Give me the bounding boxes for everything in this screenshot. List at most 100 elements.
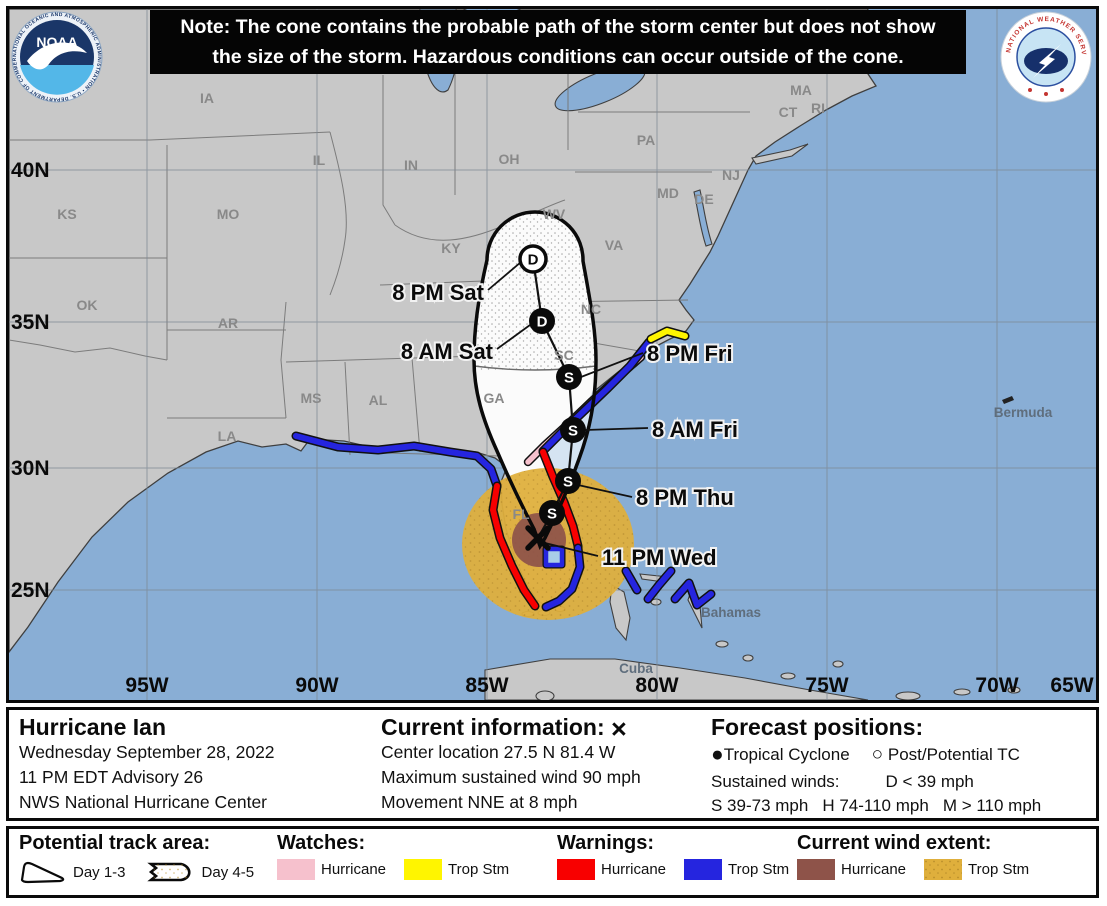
lon-label: 85W (465, 674, 508, 697)
state-label: NJ (722, 167, 740, 183)
cuba-island (484, 658, 869, 700)
state-label: MA (790, 82, 812, 98)
bahama-cay-3 (780, 672, 796, 680)
tropical-cyclone-label: Tropical Cyclone (723, 745, 850, 765)
center-location: Center location 27.5 N 81.4 W (381, 742, 616, 763)
current-information: Current information: × Center location 2… (381, 714, 641, 815)
lon-label: 95W (125, 674, 168, 697)
track-time-labels: 11 PM Wed 8 PM Thu 8 AM Fri 8 PM Fri 8 A… (390, 278, 740, 572)
state-label: KY (441, 240, 461, 256)
forecast-positions-key: Forecast positions: ●Tropical Cyclone ○ P… (711, 714, 1041, 819)
lat-label: 30N (11, 457, 50, 480)
post-potential-icon: ○ (871, 744, 884, 766)
lon-label: 80W (635, 674, 678, 697)
ts-warning-swatch (684, 859, 723, 880)
wind-extent-title: Current wind extent: (797, 832, 992, 854)
nws-lightning-icon (1033, 44, 1061, 78)
cone-day45-stipple (474, 212, 596, 370)
state-label: MD (657, 185, 679, 201)
marker-letter: D (537, 314, 548, 331)
ts-watch-swatch (404, 859, 443, 880)
current-position-icon: × (611, 714, 627, 744)
state-label: SC (554, 347, 573, 363)
wind-range-s: S 39-73 mph (711, 796, 809, 816)
lat-label: 25N (11, 579, 50, 602)
note-line-2: the size of the storm. Hazardous conditi… (212, 46, 904, 68)
track-time-label: 8 PM Thu (636, 485, 734, 510)
chesapeake-bay (693, 189, 713, 247)
lake-okeechobee (543, 546, 565, 568)
warn-tropstm-label: Trop Stm (728, 861, 790, 878)
movement: Movement NNE at 8 mph (381, 792, 578, 813)
isle-of-youth (535, 690, 555, 700)
long-island (751, 143, 809, 165)
storm-info-panel: Hurricane Ian Wednesday September 28, 20… (6, 707, 1099, 821)
bahama-cay-2 (742, 654, 754, 662)
island-speck-2 (953, 688, 971, 696)
longitude-labels: 95W 90W 85W 80W 75W 70W 65W (125, 674, 1093, 697)
ts-warning-east-line (540, 339, 652, 454)
bahama-cay-4 (832, 660, 844, 668)
state-label: IL (313, 152, 326, 168)
wind-tropstm-label: Trop Stm (968, 861, 1030, 878)
noaa-logo: NOAA NATIONAL OCEANIC AND ATMOSPHERIC AD… (11, 11, 103, 103)
state-label: PA (637, 132, 655, 148)
state-label: WV (543, 206, 566, 222)
state-label: LA (218, 428, 237, 444)
ts-warning-bahamas-line (623, 568, 714, 608)
legend-watches: Watches: Hurricane Trop Stm (277, 832, 509, 880)
sustained-winds-label: Sustained winds: (711, 772, 840, 792)
state-label: MO (217, 206, 240, 222)
current-position-marker (525, 525, 551, 551)
hurricane-watch-swatch (277, 859, 315, 880)
forecast-marker-s (560, 417, 586, 443)
wind-range-h: H 74-110 mph (822, 796, 929, 816)
andros-island (609, 584, 631, 642)
watch-tropstm-label: Trop Stm (448, 861, 510, 878)
day45-label: Day 4-5 (201, 863, 255, 881)
map-legend: Potential track area: Day 1-3 Day 4-5 Wa… (6, 826, 1099, 898)
state-label: AR (218, 315, 238, 331)
lon-label: 65W (1050, 674, 1093, 697)
state-label: KS (57, 206, 76, 222)
forecast-marker-d-open (518, 244, 548, 274)
ts-warning-gulf-line (293, 433, 500, 489)
ts-watch-line (648, 328, 688, 342)
storm-agency: NWS National Hurricane Center (19, 792, 268, 813)
track-time-label: 11 PM Wed (602, 545, 717, 570)
place-label-bermuda: Bermuda (994, 405, 1053, 420)
bahama-cay-1 (715, 640, 729, 648)
marker-letter: S (564, 370, 574, 387)
cone-day45-icon (146, 862, 191, 882)
forecast-marker-d (529, 308, 555, 334)
hurricane-wind-swatch (797, 859, 835, 880)
cone-day-boundary (474, 365, 596, 371)
island-speck-1 (895, 691, 921, 700)
nws-logo: NATIONAL WEATHER SERVICE (1000, 11, 1092, 103)
state-label: IA (200, 90, 214, 106)
track-time-label: 8 AM Fri (652, 417, 738, 442)
marker-letter: S (568, 423, 578, 440)
place-label-bahamas: Bahamas (701, 605, 761, 620)
place-label-cuba: Cuba (619, 661, 653, 676)
warn-hurricane-label: Hurricane (601, 861, 667, 878)
storm-date: Wednesday September 28, 2022 (19, 742, 275, 763)
state-label: AL (369, 392, 388, 408)
forecast-marker-s (555, 468, 581, 494)
track-time-label: 8 AM Sat (401, 339, 494, 364)
watches-title: Watches: (277, 832, 366, 854)
legend-wind-extent: Current wind extent: Hurricane Trop Stm (797, 832, 1029, 880)
lon-label: 90W (295, 674, 338, 697)
legend-track-area: Potential track area: Day 1-3 Day 4-5 (19, 832, 254, 885)
bermuda-island (1002, 396, 1014, 404)
label-leader-lines (487, 261, 649, 557)
track-time-label: 8 PM Fri (647, 341, 733, 366)
hurricane-warning-swatch (557, 859, 595, 880)
lat-label: 40N (11, 159, 50, 182)
state-labels: IA MO KS OK AR LA MS AL GA SC NC VA WV K… (57, 82, 825, 522)
storm-summary: Hurricane Ian Wednesday September 28, 20… (19, 714, 275, 815)
day13-label: Day 1-3 (73, 863, 126, 881)
marker-letter: D (528, 252, 539, 269)
hurricane-warning-east-line (540, 449, 581, 549)
track-time-label: 8 PM Sat (392, 280, 484, 305)
